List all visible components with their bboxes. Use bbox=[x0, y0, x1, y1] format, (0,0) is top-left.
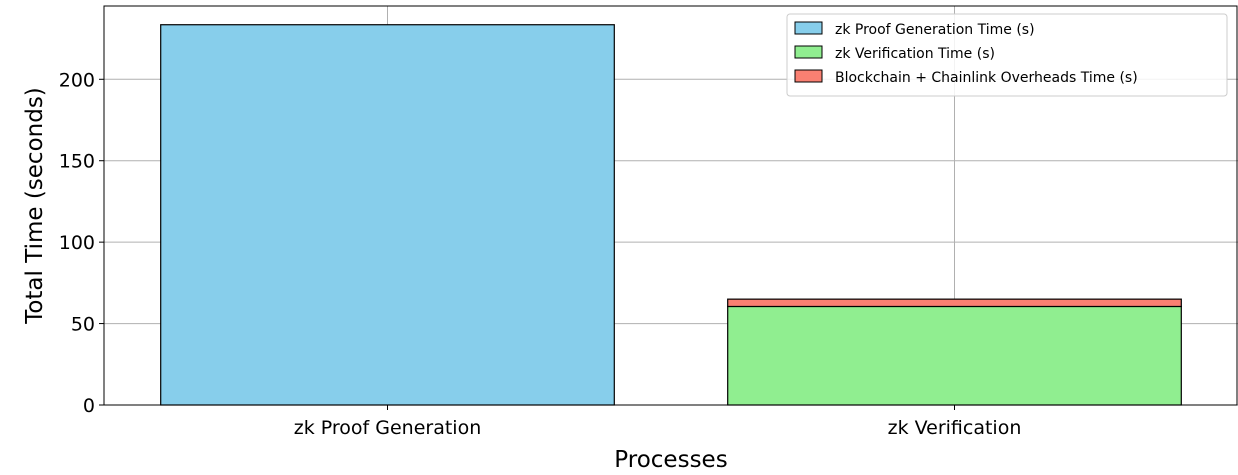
legend-swatch bbox=[794, 69, 823, 83]
legend-box bbox=[786, 13, 1228, 97]
x-tick-label: zk Verification bbox=[888, 417, 1022, 439]
bars bbox=[160, 24, 1182, 406]
axis-ticks: 0 50 100 150 200 zk Proof Generation zk Verifi… bbox=[59, 69, 1022, 439]
bar bbox=[727, 305, 1182, 406]
plot-frame bbox=[103, 5, 1238, 406]
legend: zk Proof Generation Time (s) zk Verificat… bbox=[786, 13, 1228, 97]
y-tick-label: 0 bbox=[83, 395, 95, 417]
y-tick-label: 200 bbox=[59, 69, 95, 91]
legend-label: Blockchain + Chainlink Overheads Time (s… bbox=[835, 70, 1138, 86]
y-axis-title: Total Time (seconds) bbox=[22, 87, 48, 325]
y-tick-label: 150 bbox=[59, 151, 95, 173]
x-tick-label: zk Proof Generation bbox=[294, 417, 482, 439]
legend-swatch bbox=[794, 21, 823, 35]
y-tick-label: 50 bbox=[71, 314, 95, 336]
bar bbox=[727, 298, 1182, 308]
bar bbox=[160, 24, 615, 406]
legend-label: zk Verification Time (s) bbox=[835, 46, 995, 62]
y-tick-label: 100 bbox=[59, 232, 95, 254]
legend-swatch bbox=[794, 45, 823, 59]
legend-label: zk Proof Generation Time (s) bbox=[835, 22, 1035, 38]
x-axis-title: Processes bbox=[614, 447, 727, 473]
